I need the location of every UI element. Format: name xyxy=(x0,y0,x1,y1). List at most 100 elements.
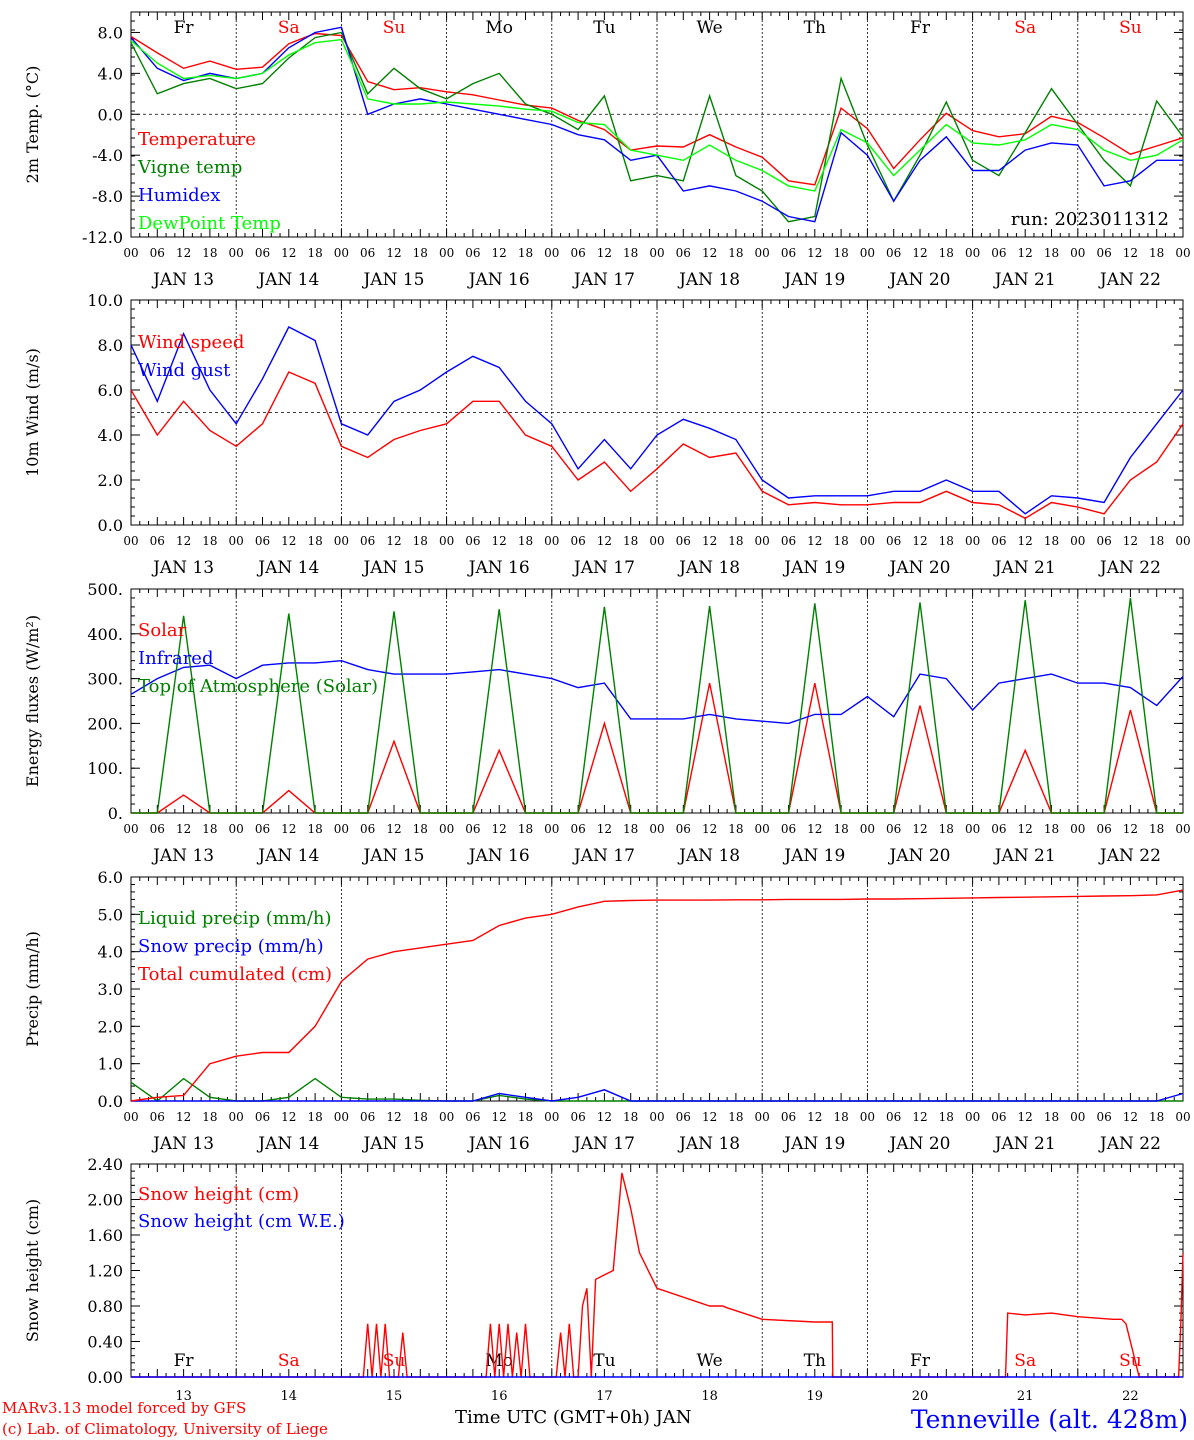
hour-tick-label: 18 xyxy=(518,246,533,260)
hour-tick-label: 18 xyxy=(939,1110,954,1124)
hour-tick-label: 12 xyxy=(492,534,507,548)
hour-tick-label: 00 xyxy=(860,534,875,548)
hour-tick-label: 12 xyxy=(1018,1110,1033,1124)
hour-tick-label: 12 xyxy=(386,822,401,836)
hour-tick-label: 00 xyxy=(649,534,664,548)
y-tick-label: 6.0 xyxy=(98,868,123,887)
date-label: JAN 14 xyxy=(256,1134,319,1154)
date-label: JAN 14 xyxy=(256,846,319,866)
legend-entry: Wind speed xyxy=(138,332,244,353)
hour-tick-label: 00 xyxy=(334,534,349,548)
hour-tick-label: 12 xyxy=(176,534,191,548)
hour-tick-label: 18 xyxy=(413,534,428,548)
series-line-2 xyxy=(130,31,1184,223)
y-tick-label: 2.0 xyxy=(98,1017,123,1036)
date-label: JAN 15 xyxy=(361,270,424,290)
hour-tick-label: 12 xyxy=(912,534,927,548)
hour-tick-label: 12 xyxy=(702,1110,717,1124)
date-label: JAN 13 xyxy=(151,846,214,866)
legend-entry: Liquid precip (mm/h) xyxy=(138,908,332,929)
hour-tick-label: 12 xyxy=(492,822,507,836)
y-tick-label: 0. xyxy=(108,804,123,823)
hour-tick-label: 18 xyxy=(518,822,533,836)
day-of-week-label: Fr xyxy=(174,18,195,38)
hour-tick-label: 18 xyxy=(413,822,428,836)
station-name: Tenneville (alt. 428m) xyxy=(911,1405,1188,1434)
hour-tick-label: 12 xyxy=(492,246,507,260)
legend-entry: Temperature xyxy=(138,129,256,150)
date-label: JAN 21 xyxy=(993,846,1056,866)
hour-tick-label: 00 xyxy=(965,1110,980,1124)
hour-tick-label: 06 xyxy=(886,1110,901,1124)
run-annotation: run: 2023011312 xyxy=(1011,209,1169,230)
hour-tick-label: 00 xyxy=(123,1110,138,1124)
hour-tick-label: 18 xyxy=(1044,534,1059,548)
hour-tick-label: 18 xyxy=(833,246,848,260)
date-label: JAN 19 xyxy=(782,1134,845,1154)
day-of-week-label: Su xyxy=(383,1351,406,1371)
hour-tick-label: 18 xyxy=(728,822,743,836)
day-number-label: 18 xyxy=(701,1389,718,1404)
date-label: JAN 17 xyxy=(572,1134,635,1154)
series-line-2 xyxy=(130,326,1184,515)
hour-tick-label: 12 xyxy=(281,822,296,836)
day-number-label: 14 xyxy=(281,1389,298,1404)
hour-tick-label: 06 xyxy=(360,1110,375,1124)
hour-tick-label: 12 xyxy=(176,1110,191,1124)
date-label: JAN 18 xyxy=(677,558,740,578)
hour-tick-label: 00 xyxy=(1070,246,1085,260)
hour-tick-label: 12 xyxy=(702,534,717,548)
hour-tick-label: 18 xyxy=(728,534,743,548)
y-tick-label: 1.0 xyxy=(98,1055,123,1074)
y-tick-label: 0.0 xyxy=(98,105,123,124)
legend-entry: Snow precip (mm/h) xyxy=(138,936,324,957)
y-tick-label: -12.0 xyxy=(82,228,123,247)
hour-tick-label: 00 xyxy=(1175,1110,1190,1124)
y-tick-label: 1.20 xyxy=(87,1262,123,1281)
hour-tick-label: 00 xyxy=(1070,1110,1085,1124)
hour-tick-label: 06 xyxy=(255,1110,270,1124)
hour-tick-label: 00 xyxy=(649,1110,664,1124)
hour-tick-label: 06 xyxy=(1096,246,1111,260)
hour-tick-label: 06 xyxy=(886,246,901,260)
y-tick-label: 1.60 xyxy=(87,1226,123,1245)
legend-entry: Humidex xyxy=(138,185,220,206)
hour-tick-label: 00 xyxy=(544,246,559,260)
y-tick-label: 0.0 xyxy=(98,516,123,535)
hour-tick-label: 06 xyxy=(886,822,901,836)
day-of-week-label: Mo xyxy=(485,18,513,38)
y-tick-label: 0.40 xyxy=(87,1333,123,1352)
hour-tick-label: 06 xyxy=(255,822,270,836)
hour-tick-label: 06 xyxy=(991,1110,1006,1124)
hour-tick-label: 00 xyxy=(1070,822,1085,836)
hour-tick-label: 18 xyxy=(202,822,217,836)
hour-tick-label: 12 xyxy=(912,1110,927,1124)
y-tick-label: -8.0 xyxy=(92,187,123,206)
hour-tick-label: 06 xyxy=(1096,534,1111,548)
legend-entry: Total cumulated (cm) xyxy=(138,964,332,985)
hour-tick-label: 12 xyxy=(281,246,296,260)
hour-tick-label: 06 xyxy=(255,534,270,548)
legend-entry: Solar xyxy=(138,620,187,641)
y-tick-label: 8.0 xyxy=(98,336,123,355)
y-tick-label: 8.0 xyxy=(98,23,123,42)
day-of-week-label: Fr xyxy=(910,18,931,38)
hour-tick-label: 18 xyxy=(518,534,533,548)
day-number-label: 20 xyxy=(912,1389,929,1404)
hour-tick-label: 06 xyxy=(150,246,165,260)
hour-tick-label: 12 xyxy=(1123,246,1138,260)
hour-tick-label: 12 xyxy=(597,1110,612,1124)
date-label: JAN 20 xyxy=(887,1134,950,1154)
date-label: JAN 15 xyxy=(361,846,424,866)
hour-tick-label: 00 xyxy=(965,246,980,260)
hour-tick-label: 12 xyxy=(1123,534,1138,548)
date-label: JAN 16 xyxy=(467,270,530,290)
y-axis-label: Precip (mm/h) xyxy=(23,931,42,1047)
footer-credit-line2: (c) Lab. of Climatology, University of L… xyxy=(2,1420,328,1438)
hour-tick-label: 00 xyxy=(229,246,244,260)
day-number-label: 15 xyxy=(386,1389,403,1404)
y-tick-label: 0.00 xyxy=(87,1368,123,1387)
hour-tick-label: 18 xyxy=(833,1110,848,1124)
hour-tick-label: 00 xyxy=(649,246,664,260)
date-label: JAN 16 xyxy=(467,1134,530,1154)
